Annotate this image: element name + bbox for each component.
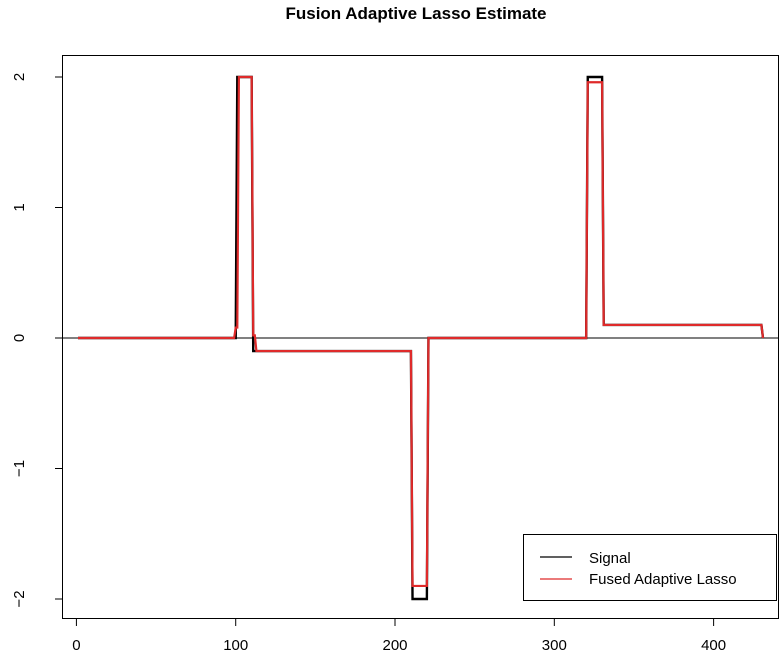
y-tick-label: −1 [11,460,28,477]
y-tick-label: 2 [11,73,28,81]
x-tick-label: 400 [701,637,726,654]
legend-label-fused-adaptive-lasso: Fused Adaptive Lasso [589,571,737,588]
series-layer [78,75,765,601]
series-line-fused-adaptive-lasso [78,75,765,588]
chart-title: Fusion Adaptive Lasso Estimate [285,4,546,23]
y-tick-label: 1 [11,203,28,211]
legend-label-signal: Signal [589,550,631,567]
axes: 0 100 200 300 400 −2 −1 0 1 2 [11,73,726,654]
y-tick-label: 0 [11,334,28,342]
x-tick-label: 200 [382,637,407,654]
legend-box [523,534,777,601]
legend: Signal Fused Adaptive Lasso [523,534,777,601]
x-tick-label: 0 [72,637,80,654]
x-tick-label: 100 [223,637,248,654]
y-tick-label: −2 [11,590,28,607]
x-tick-label: 300 [542,637,567,654]
